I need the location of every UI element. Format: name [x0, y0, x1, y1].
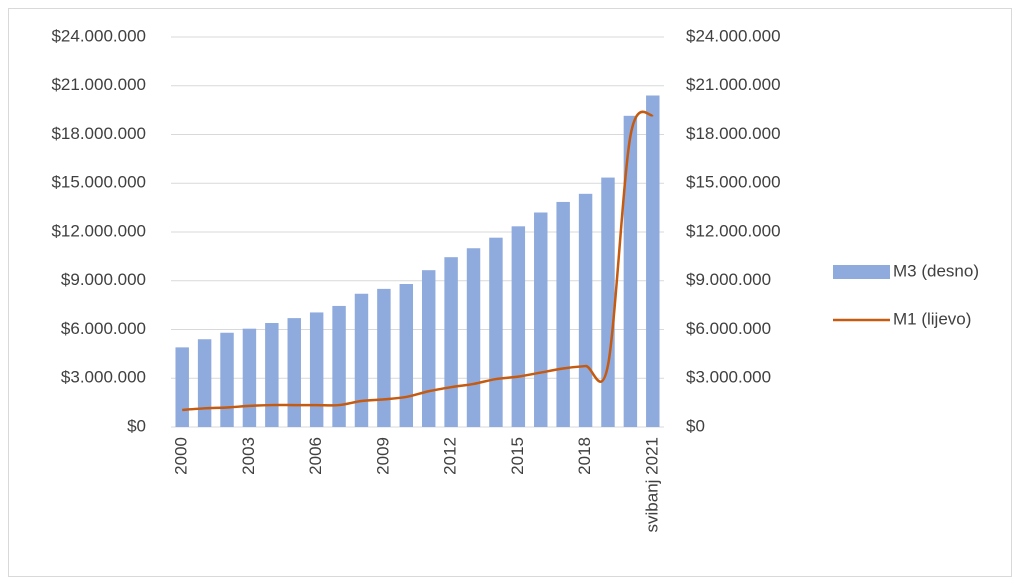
- bar: [444, 257, 458, 427]
- chart-border: [8, 8, 1012, 577]
- y-tick-label: $12.000.000: [51, 221, 146, 240]
- bar: [399, 284, 414, 427]
- x-tick-label: 2012: [441, 437, 460, 475]
- y-tick-label: $18.000.000: [51, 124, 146, 143]
- bar: [354, 293, 369, 427]
- bar: [489, 237, 503, 427]
- y2-tick-label: $18.000.000: [686, 124, 781, 143]
- x-tick-label: 2000: [172, 437, 191, 475]
- legend-swatch: [833, 265, 890, 279]
- bar: [175, 347, 189, 427]
- bar: [220, 332, 234, 427]
- y-tick-label: $24.000.000: [51, 26, 146, 45]
- bar: [623, 115, 638, 427]
- y2-tick-label: $24.000.000: [686, 26, 781, 45]
- bar: [242, 328, 257, 427]
- bar: [332, 305, 346, 427]
- x-tick-label: 2006: [306, 437, 325, 475]
- x-tick-label: 2015: [508, 437, 527, 475]
- y2-tick-label: $9.000.000: [686, 270, 771, 289]
- y2-tick-label: $6.000.000: [686, 319, 771, 338]
- y-tick-label: $0: [127, 416, 146, 435]
- x-tick-label: 2018: [575, 437, 594, 475]
- bar: [287, 318, 301, 427]
- bar: [534, 212, 548, 427]
- y2-tick-label: $12.000.000: [686, 221, 781, 240]
- bar: [601, 177, 615, 427]
- bar: [578, 193, 593, 427]
- bar: [646, 95, 660, 427]
- y-tick-label: $9.000.000: [61, 270, 146, 289]
- y2-tick-label: $21.000.000: [686, 75, 781, 94]
- bar: [466, 248, 481, 427]
- x-tick-label: 2009: [373, 437, 392, 475]
- bar: [309, 312, 324, 427]
- y2-tick-label: $3.000.000: [686, 368, 771, 387]
- bar: [377, 288, 391, 427]
- legend-label: M3 (desno): [893, 261, 979, 280]
- bar: [511, 226, 526, 427]
- y2-tick-label: $0: [686, 416, 705, 435]
- y-tick-label: $6.000.000: [61, 319, 146, 338]
- y-tick-label: $3.000.000: [61, 368, 146, 387]
- bar: [421, 270, 436, 427]
- bar: [197, 339, 212, 427]
- legend-label: M1 (lijevo): [893, 309, 971, 328]
- bar: [556, 201, 570, 427]
- y-tick-label: $15.000.000: [51, 173, 146, 192]
- line: [182, 110, 654, 412]
- x-tick-label: 2003: [239, 437, 258, 475]
- y2-tick-label: $15.000.000: [686, 173, 781, 192]
- bar: [265, 323, 279, 427]
- y-tick-label: $21.000.000: [51, 75, 146, 94]
- x-tick-label: svibanj 2021: [642, 437, 661, 532]
